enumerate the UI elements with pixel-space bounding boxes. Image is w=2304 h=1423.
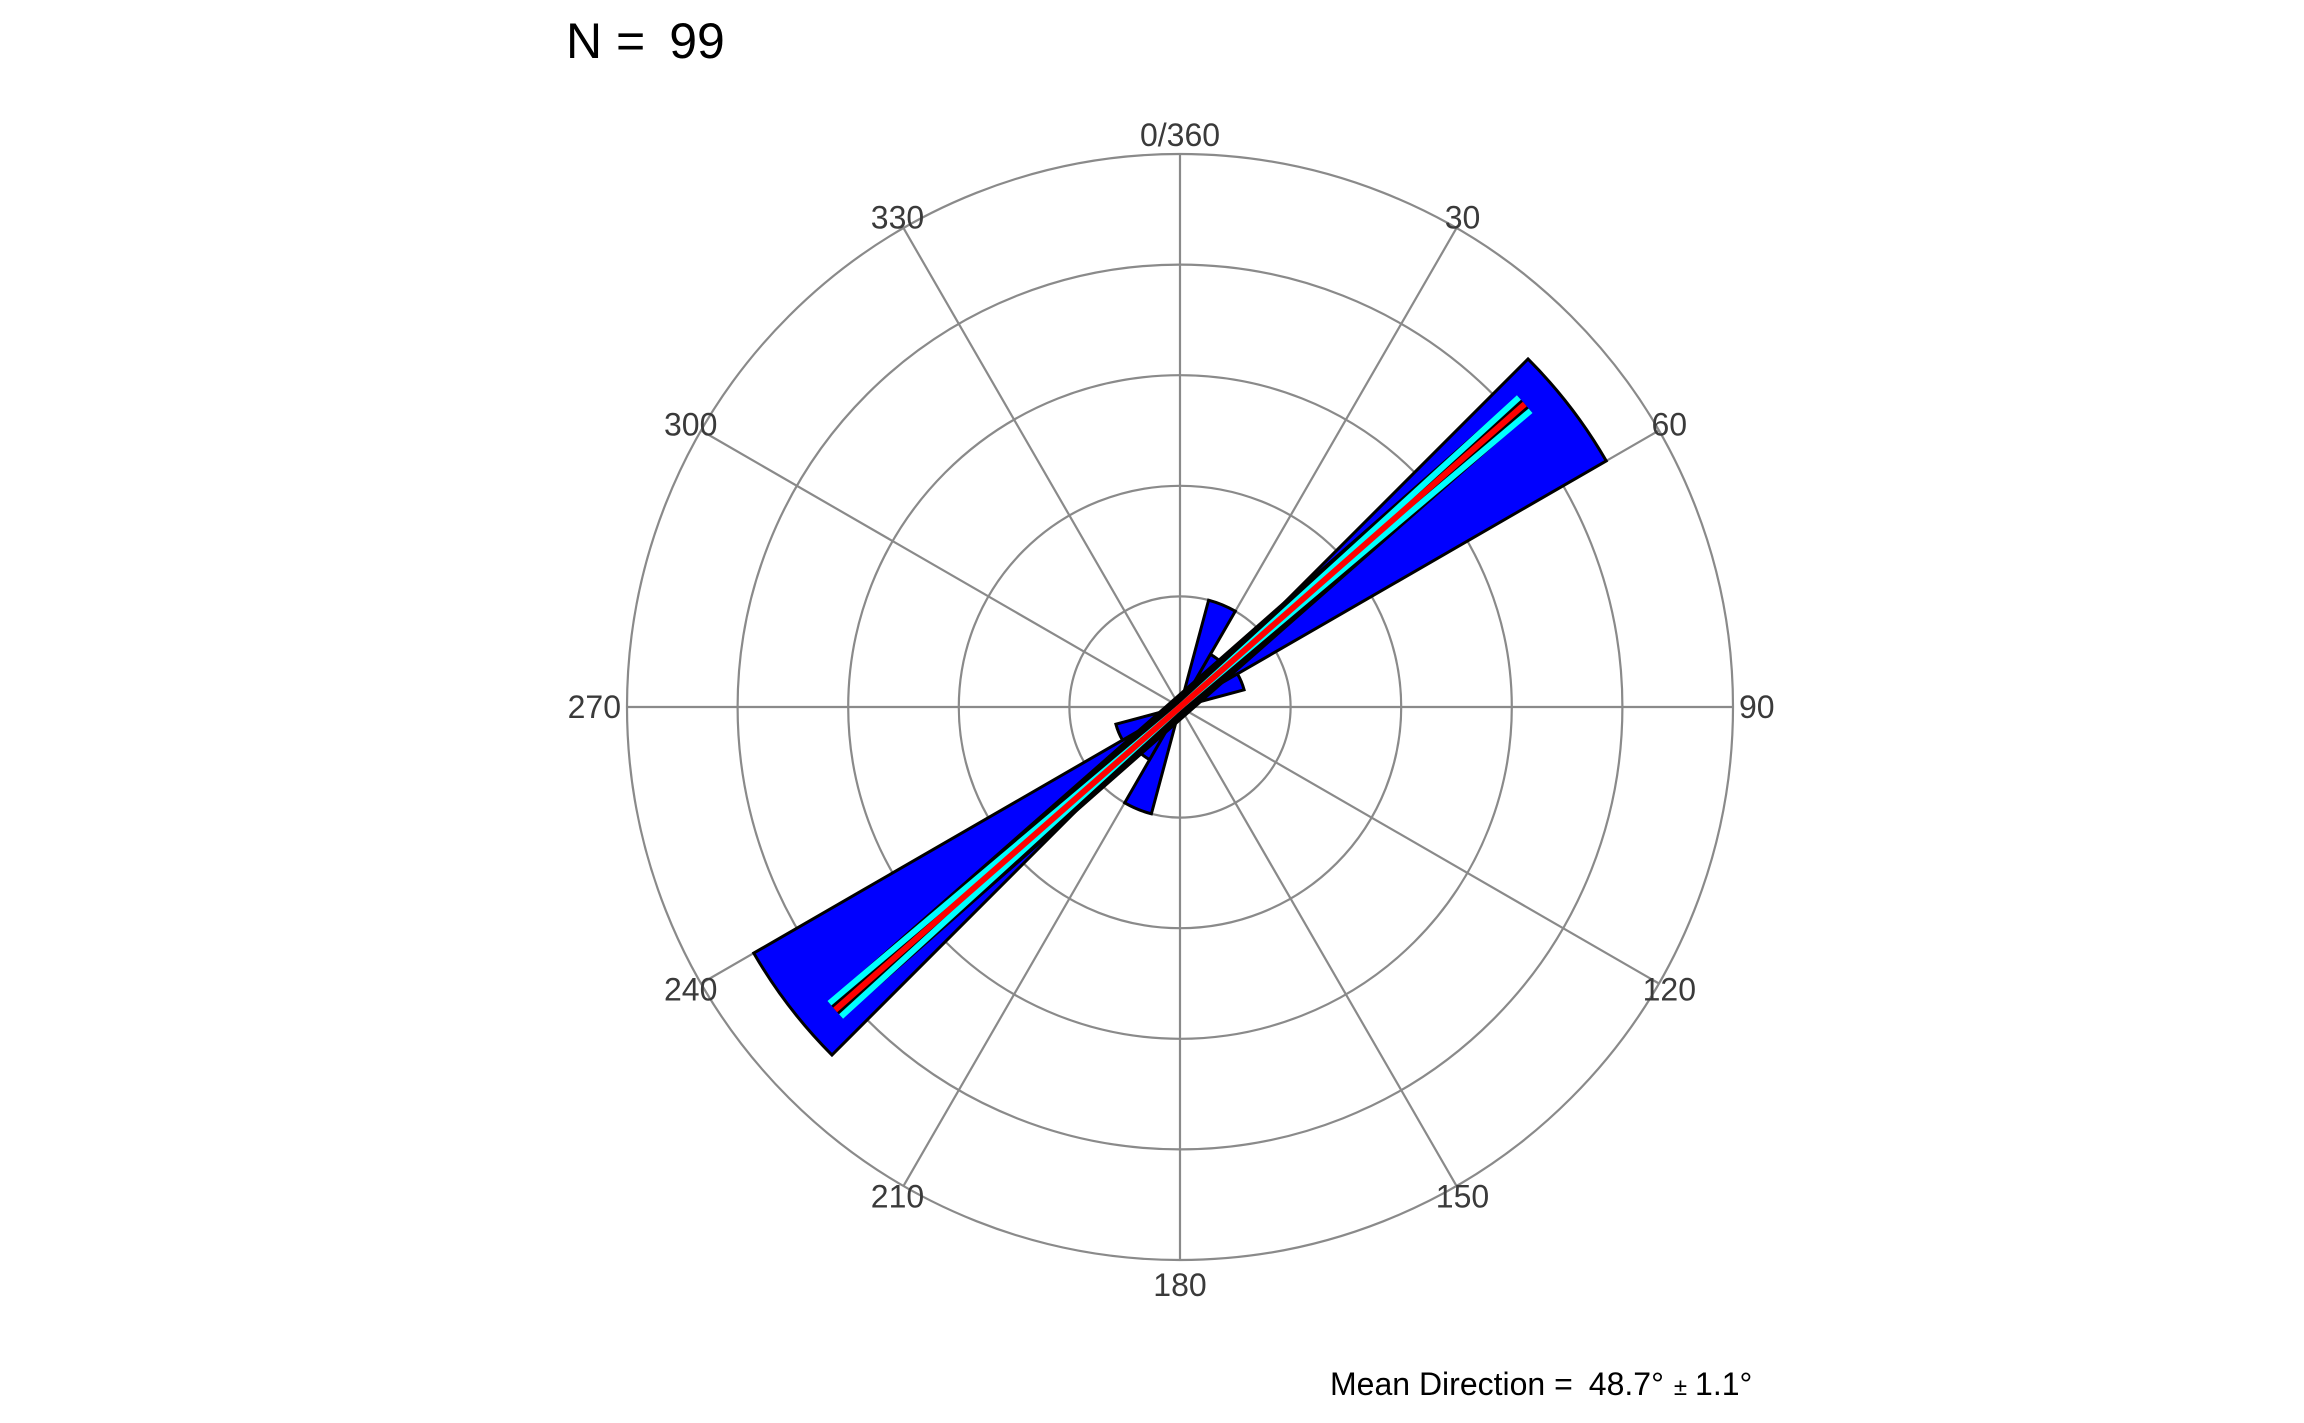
direction-tick-label: 60 [1652, 407, 1688, 443]
direction-tick-label: 330 [871, 200, 924, 236]
direction-tick-label: 300 [664, 407, 717, 443]
mean-direction-error: 1.1° [1695, 1366, 1752, 1402]
n-value: 99 [669, 13, 725, 69]
n-label: N = 99 [566, 13, 725, 69]
direction-tick-label: 150 [1436, 1178, 1489, 1214]
mean-direction-pm: ± [1674, 1374, 1687, 1401]
n-label-text: N = [566, 13, 645, 69]
mean-direction-line [833, 401, 1527, 1013]
direction-tick-label: 120 [1643, 972, 1696, 1008]
grid-spoke [1179, 706, 1458, 1187]
direction-tick-label: 90 [1739, 689, 1775, 725]
direction-tick-label: 270 [568, 689, 621, 725]
mean-direction-lines [827, 395, 1533, 1019]
direction-tick-label: 210 [871, 1178, 924, 1214]
direction-tick-label: 30 [1445, 200, 1481, 236]
mean-direction-label: Mean Direction = 48.7° ±1.1° [1330, 1366, 1752, 1402]
direction-tick-label: 0/360 [1140, 117, 1220, 153]
grid-spoke [902, 227, 1181, 708]
grid-spoke [1179, 706, 1660, 985]
direction-tick-label: 180 [1153, 1267, 1206, 1303]
grid-spoke [700, 429, 1181, 708]
mean-direction-text: Mean Direction = [1330, 1366, 1573, 1402]
direction-tick-label: 240 [664, 972, 717, 1008]
direction-tick-labels: 0/360 30 60 90 120 150 180 210 240 270 300 330 [568, 117, 1775, 1303]
mean-direction-value: 48.7° [1589, 1366, 1664, 1402]
